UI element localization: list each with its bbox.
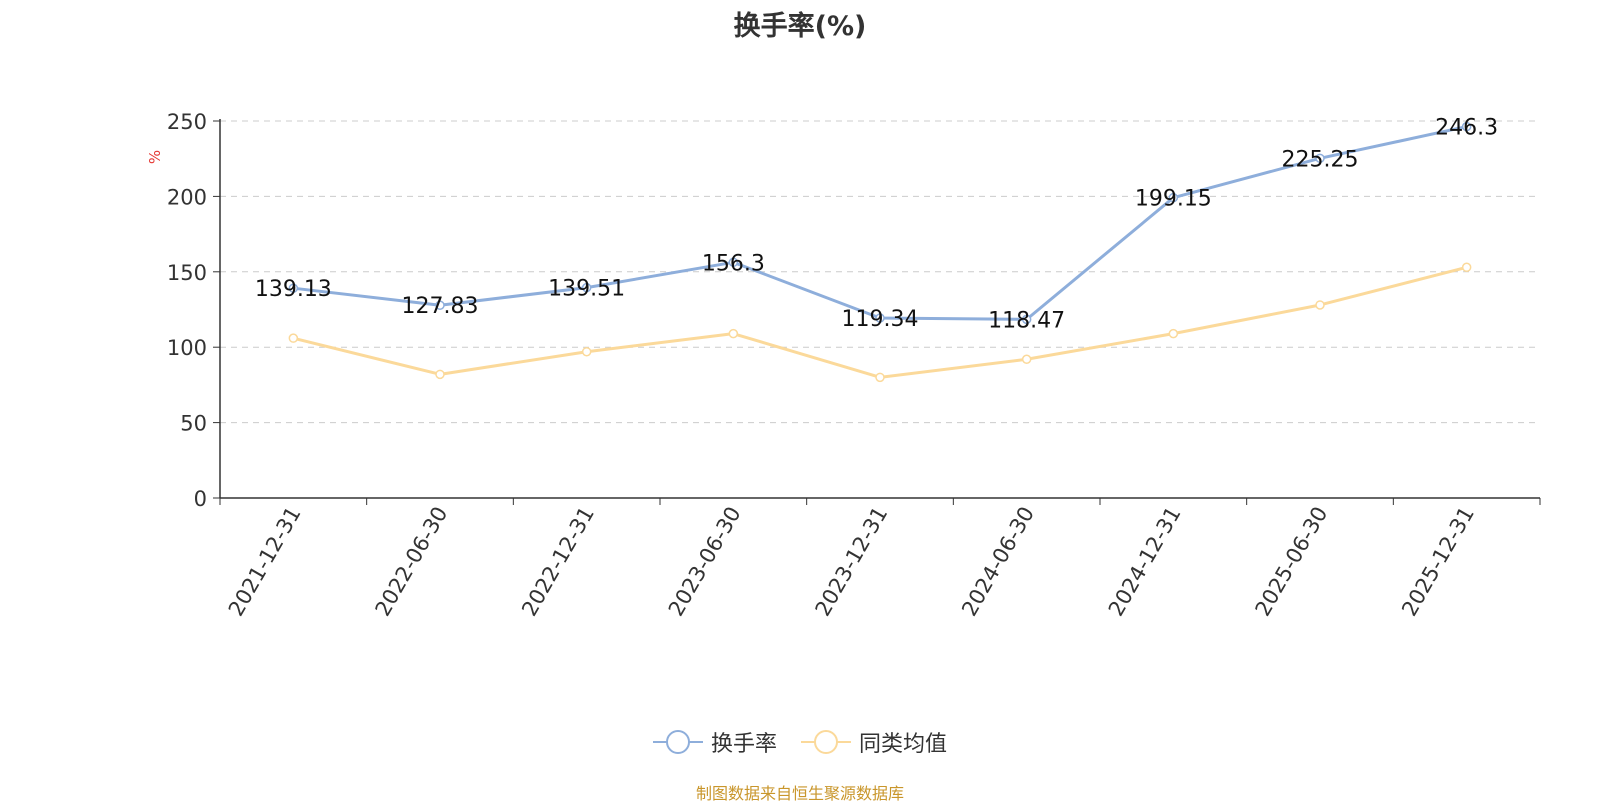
series-0-point-2024-06-30 [1021,314,1032,325]
series-0-point-2023-06-30 [728,257,739,268]
x-tick-label-2025-12-31: 2025-12-31 [1397,503,1479,621]
series-0-point-2023-12-31 [875,313,885,323]
series-1-point-2024-06-30 [1021,354,1032,365]
legend-swatch-turnover-dot [665,730,690,754]
legend-swatch-peer-average-icon [801,730,851,754]
series-1-point-2023-12-31 [875,372,885,383]
series-1-point-2025-06-30 [1315,300,1325,310]
y-tick-label-0: 0 [194,487,207,511]
x-tick-label-2025-06-30: 2025-06-30 [1251,503,1333,621]
data-label-2021-12-31: 139.13 [255,277,332,302]
series-1-point-2022-12-31 [581,346,592,357]
legend: 换手率 同类均值 [0,726,1600,758]
x-tick-label-2022-12-31: 2022-12-31 [517,503,599,621]
y-tick-label-50: 50 [180,412,207,436]
series-1-point-2025-12-31 [1461,262,1472,273]
series-1-point-2024-12-31 [1168,328,1179,339]
x-tick-label-2023-12-31: 2023-12-31 [811,503,893,621]
series-0-point-2024-12-31 [1168,192,1179,203]
series-0-point-2022-06-30 [435,300,445,310]
x-tick-label-2022-06-30: 2022-06-30 [371,503,453,621]
data-label-2023-06-30: 156.3 [702,251,765,276]
legend-swatch-peer-average-dot [814,730,838,754]
series-0-point-2025-06-30 [1315,153,1325,164]
series-0-point-2021-12-31 [288,283,299,293]
legend-item-turnover[interactable]: 换手率 [652,726,777,758]
data-label-2023-12-31: 119.34 [842,307,919,332]
data-label-2025-06-30: 225.25 [1282,147,1359,172]
y-tick-label-100: 100 [167,336,207,360]
data-label-2024-12-31: 199.15 [1135,187,1212,212]
series-1-point-2021-12-31 [288,333,299,343]
x-tick-label-2023-06-30: 2023-06-30 [664,503,746,621]
y-tick-label-150: 150 [167,261,207,285]
legend-item-peer-average[interactable]: 同类均值 [801,726,947,758]
y-tick-label-200: 200 [167,185,207,209]
series-1-point-2022-06-30 [435,369,445,380]
legend-label-peer-average: 同类均值 [859,732,948,757]
legend-label-turnover: 换手率 [710,732,777,757]
source-note: 制图数据来自恒生聚源数据库 [695,784,904,803]
x-tick-label-2024-12-31: 2024-12-31 [1104,503,1186,621]
y-tick-label-250: 250 [167,110,207,134]
series-1-point-2023-06-30 [728,328,739,339]
chart-title: 换手率(%) [733,11,867,42]
data-label-2022-06-30: 127.83 [402,294,479,319]
data-label-2024-06-30: 118.47 [988,308,1065,333]
legend-swatch-turnover-icon [652,730,703,754]
data-label-2025-12-31: 246.3 [1435,116,1498,141]
series-0-point-2022-12-31 [581,282,592,293]
x-tick-label-2021-12-31: 2021-12-31 [224,503,306,621]
data-label-2022-12-31: 139.51 [548,277,625,302]
x-tick-label-2024-06-30: 2024-06-30 [957,503,1039,621]
series-0-point-2025-12-31 [1461,121,1472,132]
